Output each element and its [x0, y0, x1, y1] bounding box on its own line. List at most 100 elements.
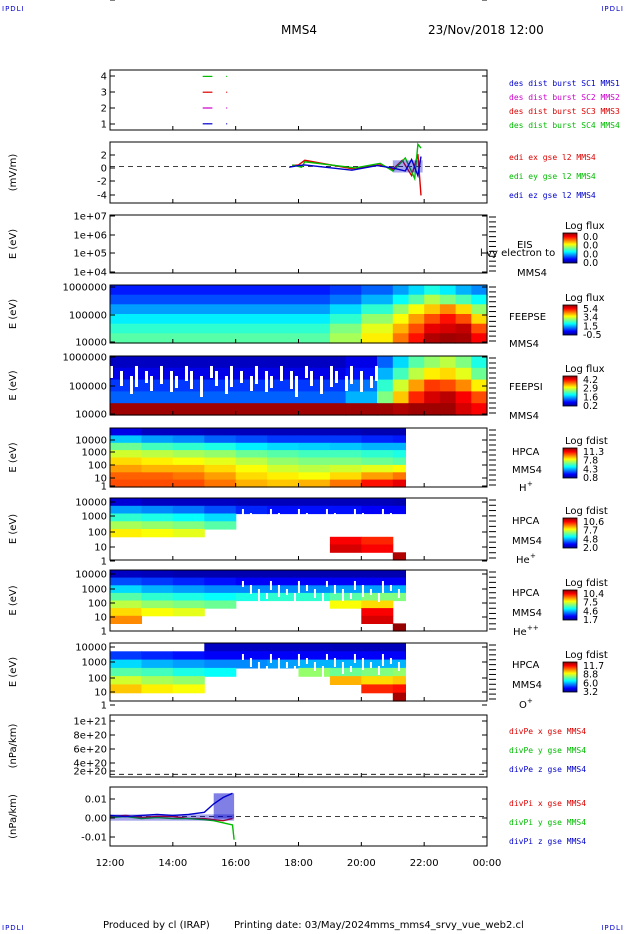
heatmap-cell: [424, 314, 441, 325]
colorbar: [562, 589, 578, 621]
data-gap: [313, 517, 316, 526]
data-gap: [325, 509, 328, 515]
heatmap-cell: [361, 667, 394, 677]
heatmap-cell: [267, 505, 300, 515]
heatmap-cell: [455, 333, 472, 344]
heatmap-cell: [455, 403, 472, 416]
heatmap-cell: [110, 659, 142, 669]
heatmap-cell: [361, 479, 394, 488]
heatmap-cell: [392, 570, 406, 579]
heatmap-cell: [172, 529, 205, 538]
heatmap-cell: [141, 659, 174, 669]
burst-mark: [226, 75, 228, 77]
heatmap-cell: [204, 450, 237, 459]
colorbar-tick-label: 6.0: [583, 678, 598, 689]
panel-frame: [109, 141, 488, 204]
heatmap-cell: [204, 600, 237, 609]
heatmap-cell: [141, 472, 174, 481]
heatmap-cell: [110, 379, 347, 392]
data-gap: [375, 366, 378, 381]
data-gap: [353, 654, 356, 663]
heatmap-cell: [329, 505, 362, 515]
heatmap-cell: [172, 585, 205, 594]
data-gap: [293, 521, 296, 530]
y-tick-label: 0.00: [85, 814, 107, 825]
data-gap: [269, 654, 272, 663]
heatmap-cell: [298, 457, 331, 466]
y-tick-label: 4e+20: [73, 759, 107, 770]
colorbar-title: Log flux: [565, 293, 605, 304]
series-noise-band: [392, 160, 423, 173]
heatmap-cell: [172, 442, 205, 451]
heatmap-cell: [361, 600, 394, 609]
data-gap: [130, 376, 133, 394]
heatmap-cell: [110, 391, 347, 404]
colorbar-tick-label: 4.8: [583, 534, 598, 545]
spacecraft-label: MMS4: [512, 536, 542, 547]
y-axis-label: E (eV): [8, 370, 19, 400]
species-label: He: [513, 627, 527, 638]
data-gap: [353, 509, 356, 518]
heatmap-cell: [361, 457, 394, 466]
heatmap-cell: [408, 367, 425, 381]
heatmap-cell: [141, 479, 174, 488]
data-gap: [215, 371, 218, 386]
heatmap-cell: [392, 294, 410, 305]
burst-mark: [202, 75, 208, 77]
data-gap: [293, 593, 296, 602]
data-gap: [405, 521, 408, 533]
heatmap-cell: [392, 505, 406, 515]
heatmap-cell: [235, 435, 268, 444]
heatmap-cell: [204, 442, 237, 451]
heatmap-cell: [110, 529, 142, 538]
instrument-label: FEEPSI: [509, 382, 543, 393]
data-gap: [325, 581, 328, 587]
data-gap: [305, 585, 308, 591]
colorbar-tick-label: 2.9: [583, 384, 598, 395]
heatmap-cell: [471, 304, 488, 315]
heatmap-cell: [172, 570, 205, 579]
heatmap-cell: [204, 651, 237, 661]
data-gap: [369, 662, 372, 668]
y-tick-label: 10: [94, 688, 107, 699]
heatmap-cell: [392, 356, 410, 369]
heatmap-cell: [361, 304, 394, 315]
y-tick-label: 0: [101, 0, 107, 3]
heatmap-cell: [110, 472, 142, 481]
y-tick-label: 1000000: [62, 353, 107, 364]
colorbar-tick-label: 0.0: [583, 258, 598, 269]
heatmap-cell: [204, 585, 237, 594]
heatmap-cell: [110, 403, 347, 416]
data-gap: [210, 366, 213, 378]
heatmap-cell: [424, 391, 441, 404]
data-gap: [305, 513, 308, 519]
colorbar: [562, 517, 578, 549]
heatmap-cell: [172, 659, 205, 669]
data-gap: [249, 585, 252, 594]
data-gap: [345, 376, 348, 391]
heatmap-cell: [141, 442, 174, 451]
header-mission: MMS4: [281, 23, 317, 37]
data-gap: [255, 366, 258, 384]
y-axis-label: (mV/m): [8, 154, 19, 192]
data-gap: [265, 666, 268, 672]
heatmap-cell: [408, 304, 425, 315]
heatmap-cell: [172, 472, 205, 481]
colorbar-tick-label: -0.5: [583, 330, 602, 341]
footer-printing-date: Printing date: 03/May/2024: [234, 920, 371, 931]
data-gap: [377, 593, 380, 602]
heatmap-cell: [110, 684, 142, 694]
colorbar-tick-label: 1.5: [583, 321, 598, 332]
heatmap-cell: [172, 428, 205, 436]
heatmap-cell: [361, 651, 394, 661]
heatmap-cell: [110, 356, 347, 369]
panel-frame: [109, 214, 488, 274]
heatmap-cell: [439, 304, 457, 315]
y-tick-label: 1000: [82, 585, 107, 596]
data-gap: [285, 517, 288, 523]
heatmap-cell: [392, 692, 406, 702]
heatmap-cell: [471, 314, 488, 325]
heatmap-cell: [172, 667, 205, 677]
colorbar-tick-label: 4.6: [583, 606, 598, 617]
time-tick-label: 22:00: [410, 858, 439, 869]
